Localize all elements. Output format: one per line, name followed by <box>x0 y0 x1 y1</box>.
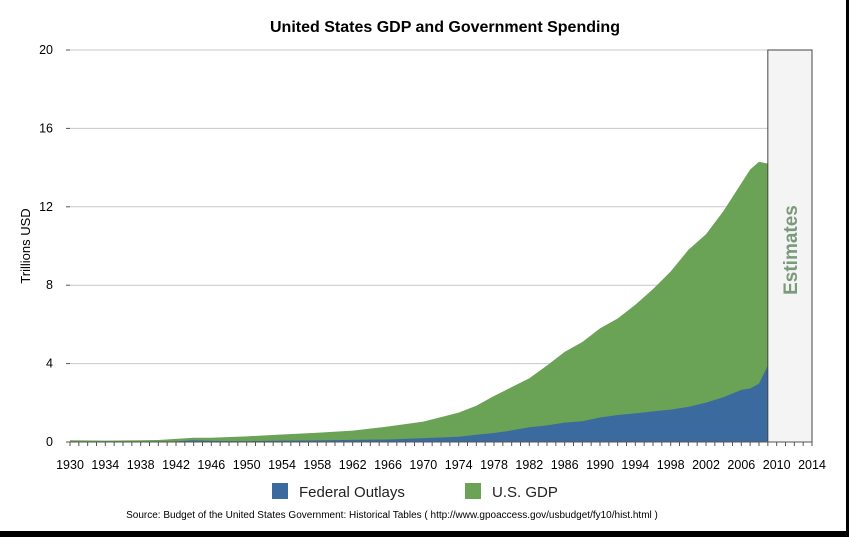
x-tick-label: 2006 <box>727 458 755 472</box>
x-tick-label: 1938 <box>127 458 155 472</box>
legend-label-u-s-gdp: U.S. GDP <box>492 484 558 501</box>
x-tick-label: 1954 <box>268 458 296 472</box>
x-tick-label: 1962 <box>339 458 367 472</box>
source-note: Source: Budget of the United States Gove… <box>126 510 658 521</box>
x-tick-label: 2014 <box>798 458 826 472</box>
y-tick-label: 16 <box>39 121 53 135</box>
y-tick-label: 8 <box>46 278 53 292</box>
area-u-s-gdp <box>70 161 768 442</box>
y-tick-label: 12 <box>39 200 53 214</box>
x-tick-label: 1978 <box>480 458 508 472</box>
x-tick-label: 1998 <box>657 458 685 472</box>
x-tick-label: 1942 <box>162 458 190 472</box>
axes: 0 4 8 12 16 20 1930 1934 1938 1942 1946 1950 1954 195… <box>39 43 826 472</box>
estimates-background <box>767 50 812 442</box>
estimates-label: Estimates <box>781 205 802 295</box>
x-tick-label: 1950 <box>233 458 261 472</box>
chart-title: United States GDP and Government Spendin… <box>270 19 620 36</box>
legend-label-federal-outlays: Federal Outlays <box>299 484 405 501</box>
x-tick-label: 1974 <box>445 458 473 472</box>
x-tick-label: 1930 <box>56 458 84 472</box>
x-tick-label: 2002 <box>692 458 720 472</box>
x-tick-label: 1990 <box>586 458 614 472</box>
x-tick-label: 1970 <box>409 458 437 472</box>
x-tick-label: 1966 <box>374 458 402 472</box>
x-tick-label: 1982 <box>515 458 543 472</box>
y-axis-label: Trillions USD <box>18 208 33 283</box>
y-tick-label: 4 <box>46 357 53 371</box>
plot-areas <box>70 81 812 443</box>
y-tick-label: 20 <box>39 43 53 57</box>
x-tick-label: 1934 <box>91 458 119 472</box>
legend: Federal Outlays U.S. GDP <box>272 483 558 501</box>
x-tick-label: 1946 <box>197 458 225 472</box>
legend-swatch-federal-outlays <box>272 483 288 499</box>
area-federal-outlays <box>70 365 768 442</box>
estimates-region: Estimates <box>767 49 813 443</box>
x-tick-label: 1986 <box>551 458 579 472</box>
y-tick-label: 0 <box>46 435 53 449</box>
x-tick-label: 1958 <box>303 458 331 472</box>
legend-swatch-u-s-gdp <box>465 483 481 499</box>
x-tick-label: 1994 <box>621 458 649 472</box>
x-tick-label: 2010 <box>763 458 791 472</box>
